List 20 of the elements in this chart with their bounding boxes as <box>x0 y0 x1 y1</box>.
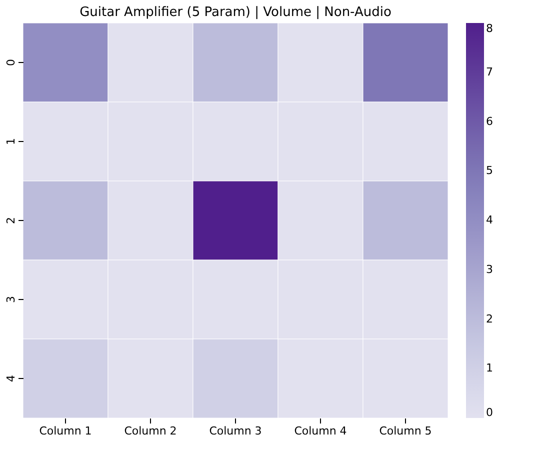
color-bar-label: 1 <box>486 362 493 375</box>
color-bar-label: 0 <box>486 406 493 419</box>
color-bar-label: 4 <box>486 214 493 226</box>
color-bar-label: 6 <box>486 114 493 128</box>
y-tick-label: 3 <box>4 296 18 303</box>
x-tick-label: Column 5 <box>379 424 432 438</box>
y-tick-label: 1 <box>4 138 18 145</box>
y-tick-label: 2 <box>4 217 18 224</box>
y-tick-label: 4 <box>4 375 18 382</box>
color-bar-label: 3 <box>486 262 493 276</box>
color-bar-label: 7 <box>486 65 493 78</box>
y-tick-label: 0 <box>4 59 18 66</box>
color-bar-label: 8 <box>486 22 493 35</box>
color-bar-label: 2 <box>486 312 493 326</box>
color-bar-label: 5 <box>486 164 493 178</box>
x-tick-label: Column 4 <box>294 424 347 438</box>
chart-title: Guitar Amplifier (5 Param) | Volume | Non-Audio <box>80 4 392 20</box>
x-tick-label: Column 3 <box>209 424 262 438</box>
x-tick-label: Column 1 <box>39 424 92 438</box>
x-tick-label: Column 2 <box>124 424 177 438</box>
